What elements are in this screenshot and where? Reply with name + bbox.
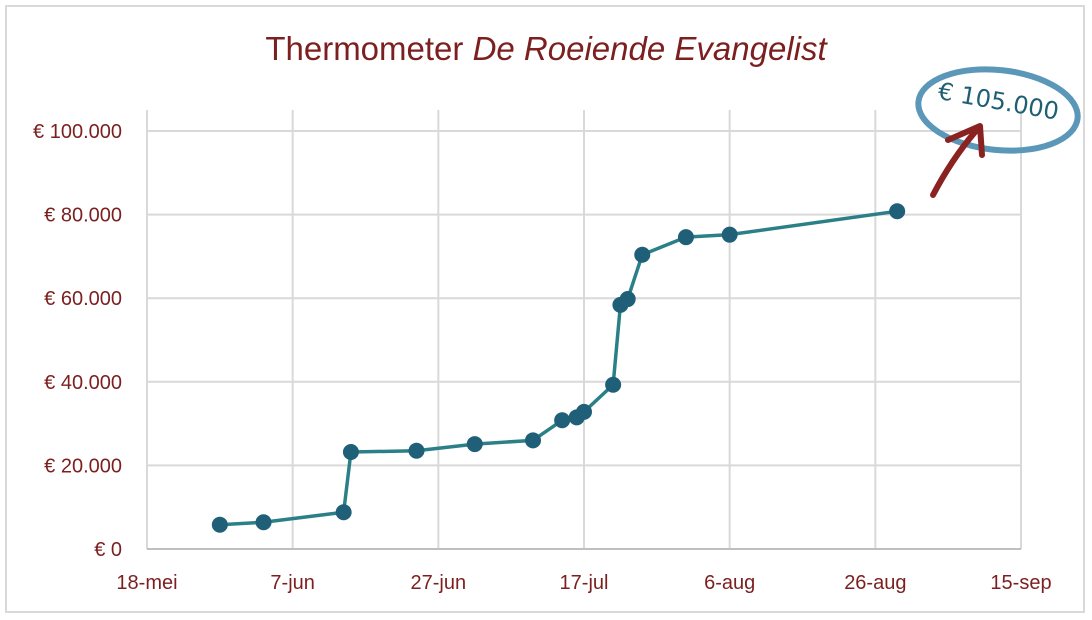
y-tick-label: € 0 <box>94 539 122 561</box>
data-point <box>576 403 592 420</box>
x-tick-label: 7-jun <box>270 572 314 594</box>
goal-circle <box>915 66 1081 154</box>
x-tick-label: 15-sep <box>990 572 1051 594</box>
data-point <box>677 229 694 246</box>
y-tick-label: € 80.000 <box>44 205 122 227</box>
x-tick-labels: 18-mei 7-jun 27-jun 17-jul 6-aug 26-aug 15-sep <box>116 572 1051 594</box>
chart-frame <box>5 5 1085 613</box>
data-point <box>721 226 738 243</box>
data-point <box>408 442 425 459</box>
y-tick-labels: € 0 € 20.000 € 40.000 € 60.000 € 80.000 € 100… <box>33 121 122 561</box>
data-point <box>255 514 272 531</box>
data-point <box>634 246 651 263</box>
y-tick-label: € 40.000 <box>44 372 122 394</box>
series <box>211 203 906 533</box>
x-tick-label: 17-jul <box>560 572 609 594</box>
chart-title-italic: De Roeiende Evangelist <box>472 30 827 67</box>
chart-title-plain: Thermometer <box>265 30 464 67</box>
data-point <box>466 436 483 453</box>
goal-arrow-head <box>945 123 985 158</box>
data-point <box>554 412 571 429</box>
data-point <box>342 444 359 461</box>
data-point <box>335 504 352 521</box>
data-point <box>525 432 542 449</box>
goal-annotation: € 105.000 <box>915 66 1081 198</box>
goal-arrow-shaft <box>930 129 978 198</box>
y-tick-label: € 20.000 <box>44 455 122 477</box>
y-tick-label: € 60.000 <box>44 288 122 310</box>
goal-amount-text: € 105.000 <box>936 77 1061 126</box>
series-line <box>219 209 898 527</box>
chart-title: Thermometer De Roeiende Evangelist <box>0 30 1092 68</box>
x-tick-label: 26-aug <box>844 572 906 594</box>
x-tick-label: 27-jun <box>411 572 467 594</box>
y-tick-label: € 100.000 <box>33 121 122 143</box>
data-point <box>619 291 636 308</box>
gridlines <box>146 110 1022 549</box>
x-tick-label: 6-aug <box>704 572 755 594</box>
data-point <box>211 516 228 533</box>
data-point <box>605 376 622 393</box>
data-point <box>889 203 906 220</box>
x-tick-label: 18-mei <box>116 572 177 594</box>
